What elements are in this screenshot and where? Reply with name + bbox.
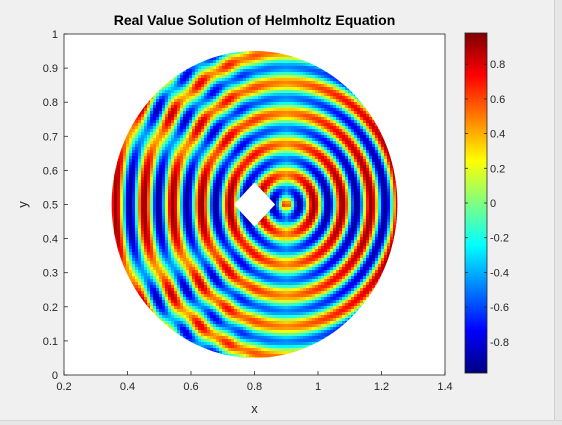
y-tick-label: 0.6 (43, 165, 58, 177)
x-tick-label: 1 (315, 381, 321, 393)
colorbar-tick-label: -0.2 (490, 233, 509, 245)
y-tick-label: 0.8 (43, 97, 58, 109)
x-tick-label: 0.8 (247, 381, 262, 393)
y-tick-label: 0 (52, 370, 58, 382)
colorbar-gradient (465, 33, 487, 373)
y-tick-label: 0.3 (43, 268, 58, 280)
colorbar: -0.8 -0.6 -0.4 -0.2 0 0.2 0.4 0.6 0.8 (465, 33, 509, 373)
colorbar-tick-label: 0.8 (490, 59, 505, 71)
colorbar-tick-label: 0 (490, 198, 496, 210)
y-tick-label: 0.7 (43, 131, 58, 143)
colorbar-tick-label: -0.8 (490, 337, 509, 349)
x-tick-label: 0.4 (120, 381, 135, 393)
x-axis-label: x (251, 401, 258, 416)
x-tick-label: 0.2 (56, 381, 71, 393)
chart-title: Real Value Solution of Helmholtz Equatio… (114, 12, 396, 28)
x-tick-label: 1.2 (374, 381, 389, 393)
colorbar-tick-label: -0.6 (490, 302, 509, 314)
y-tick-label: 0.4 (43, 234, 58, 246)
y-tick-label: 0.2 (43, 302, 58, 314)
colorbar-tick-label: 0.4 (490, 129, 505, 141)
y-tick-label: 1 (52, 29, 58, 41)
x-tick-label: 1.4 (437, 381, 452, 393)
y-tick-label: 0.5 (43, 200, 58, 212)
y-tick-label: 0.9 (43, 63, 58, 75)
x-tick-label: 0.6 (183, 381, 198, 393)
colorbar-tick-label: -0.4 (490, 267, 509, 279)
y-axis-label: y (15, 201, 30, 208)
colorbar-tick-label: 0.6 (490, 94, 505, 106)
colorbar-tick-label: 0.2 (490, 163, 505, 175)
y-tick-label: 0.1 (43, 336, 58, 348)
